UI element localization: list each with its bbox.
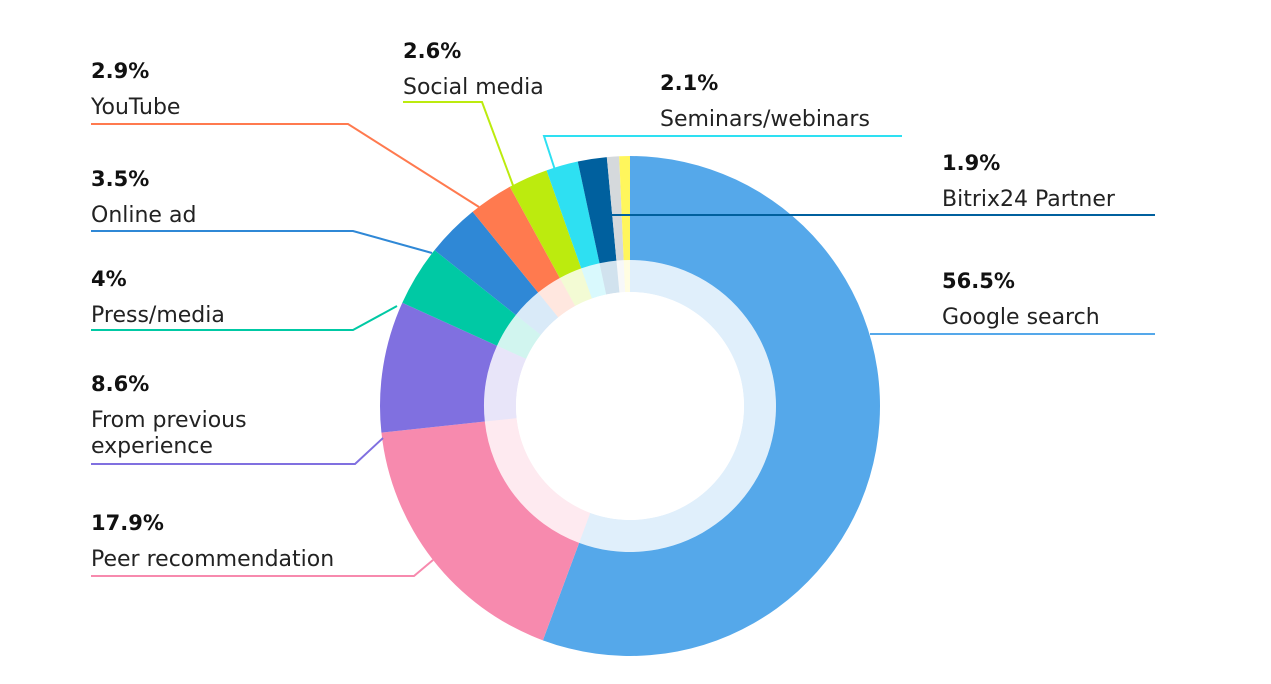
inner-slice-youtube [538, 277, 576, 318]
pct-label-google-search: 56.5% [942, 269, 1015, 293]
name-label-from-previous-experience-1: From previous [91, 408, 247, 433]
name-label-social-media: Social media [403, 75, 544, 100]
inner-slice-social-media [559, 268, 592, 307]
inner-slice-from-previous-experience [484, 345, 527, 422]
name-label-youtube: YouTube [90, 95, 180, 120]
inner-slice-google-search [579, 260, 776, 552]
name-label-bitrix24-partner: Bitrix24 Partner [942, 187, 1116, 212]
pct-label-press-media: 4% [91, 267, 127, 291]
inner-slice-other-9 [616, 260, 626, 293]
slice-from-previous-experience [380, 302, 498, 433]
pct-label-online-ad: 3.5% [91, 167, 149, 191]
inner-ring [484, 260, 776, 552]
donut-slices [380, 156, 881, 656]
name-label-peer-recommendation: Peer recommendation [91, 547, 334, 572]
leader-from-previous-experience [91, 437, 384, 465]
slice-other-10 [619, 156, 630, 261]
slice-seminars-webinars [546, 161, 600, 269]
leader-online-ad [91, 230, 433, 254]
pct-label-from-previous-experience: 8.6% [91, 372, 149, 396]
name-label-from-previous-experience-2: experience [91, 434, 213, 459]
slice-social-media [509, 170, 582, 278]
leader-peer-recommendation [91, 559, 434, 577]
donut-hole [516, 292, 744, 520]
leader-press-media [91, 305, 398, 331]
slice-google-search [542, 156, 881, 656]
pct-label-bitrix24-partner: 1.9% [942, 151, 1000, 175]
slice-labels: 56.5% Google search 17.9% Peer recommendati… [90, 39, 1116, 572]
name-label-press-media: Press/media [91, 303, 225, 328]
inner-slice-other-10 [623, 260, 630, 293]
name-label-online-ad: Online ad [91, 203, 196, 228]
slice-online-ad [434, 211, 539, 315]
pct-label-peer-recommendation: 17.9% [91, 511, 164, 535]
leader-lines [91, 101, 1155, 577]
pct-label-youtube: 2.9% [91, 59, 149, 83]
leader-seminars-webinars [542, 135, 902, 171]
leader-social-media [403, 101, 515, 189]
inner-slice-peer-recommendation [484, 418, 591, 543]
pct-label-social-media: 2.6% [403, 39, 461, 63]
inner-slice-seminars-webinars [581, 263, 607, 299]
slice-bitrix24-partner [577, 157, 617, 264]
slice-other-9 [606, 156, 624, 261]
inner-slice-online-ad [515, 292, 559, 335]
pct-label-seminars-webinars: 2.1% [660, 71, 718, 95]
slice-peer-recommendation [381, 421, 580, 641]
name-label-seminars-webinars: Seminars/webinars [660, 107, 870, 132]
leader-youtube [91, 123, 480, 208]
inner-slice-press-media [497, 314, 541, 359]
slice-press-media [402, 250, 516, 346]
name-label-google-search: Google search [942, 305, 1100, 330]
inner-slice-bitrix24-partner [599, 260, 620, 295]
slice-youtube [472, 186, 560, 293]
